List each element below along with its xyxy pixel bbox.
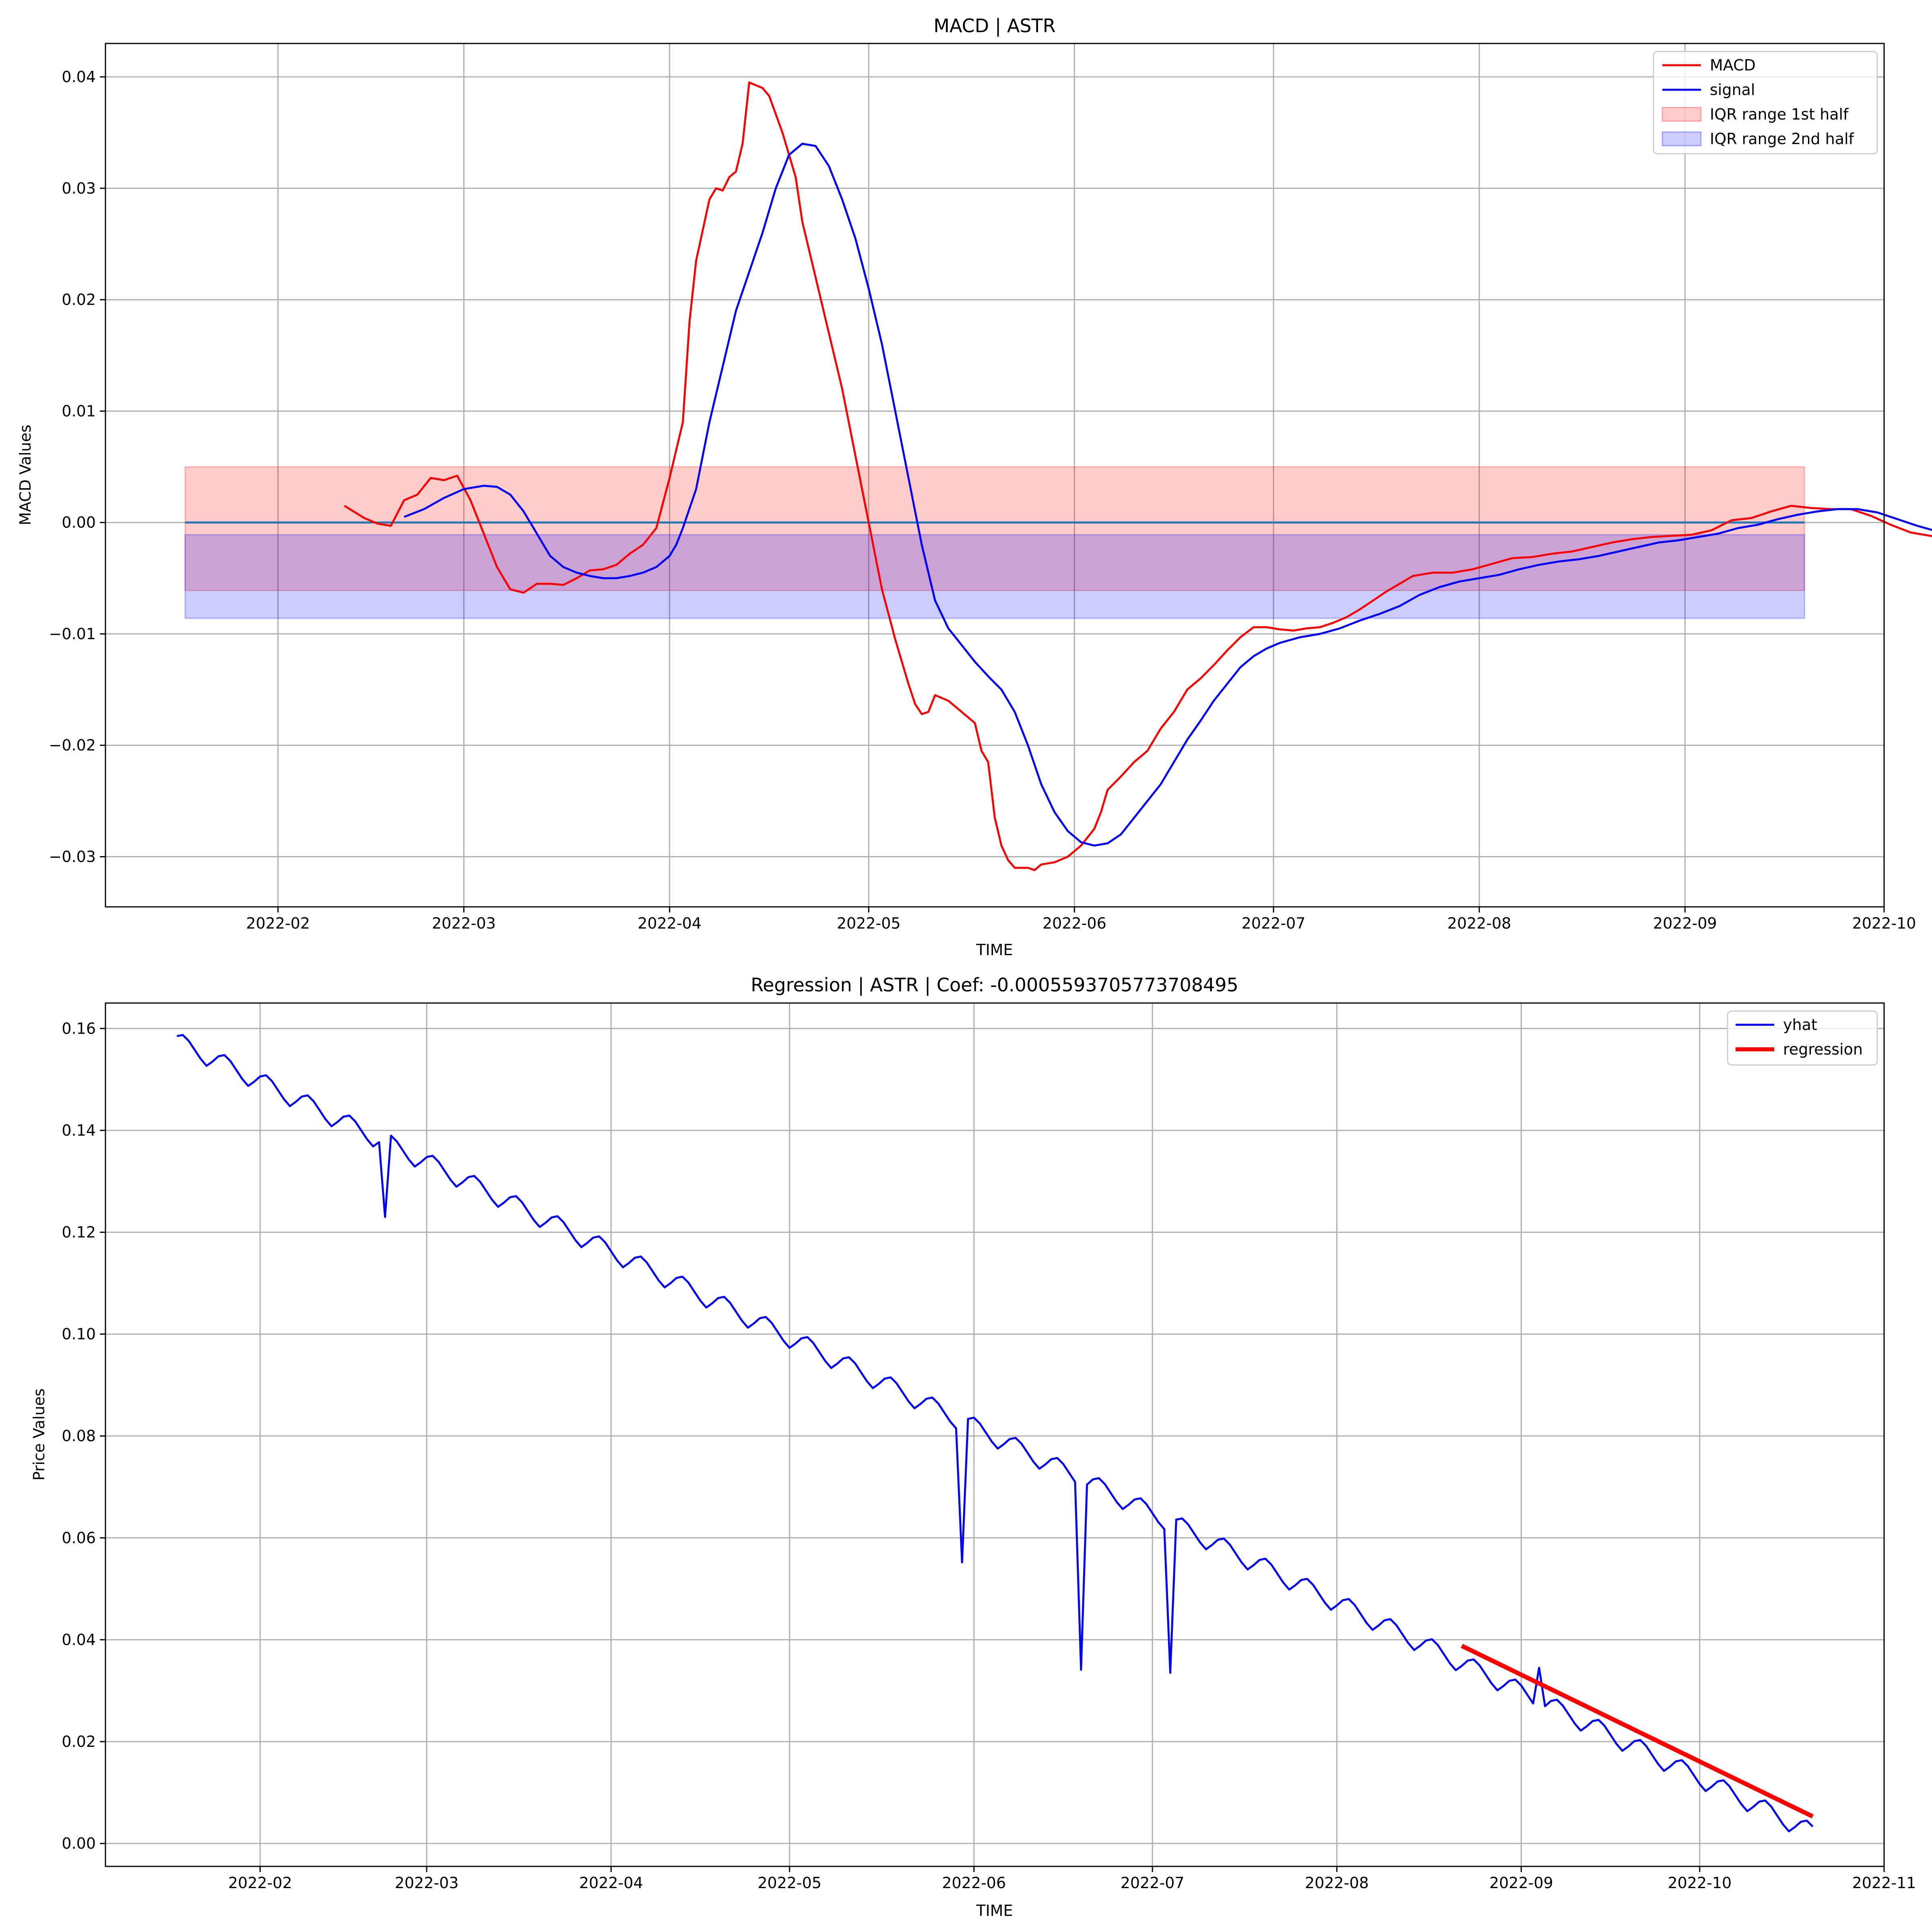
y-tick-label: −0.02 [49,737,96,754]
x-tick-label: 2022-06 [942,1874,1006,1892]
y-tick-label: 0.01 [62,402,96,420]
macd-y-axis-label: MACD Values [17,425,34,525]
x-tick-label: 2022-03 [395,1874,459,1892]
x-tick-label: 2022-07 [1242,914,1306,932]
regression-lines [176,1034,1814,1833]
x-tick-label: 2022-05 [837,914,901,932]
y-tick-label: 0.14 [62,1121,96,1139]
y-tick-label: 0.03 [62,180,96,197]
regression-x-ticks: 2022-02 2022-03 2022-04 2022-05 2022-06 2022-… [228,1866,1916,1892]
x-tick-label: 2022-11 [1852,1874,1916,1892]
legend-label-yhat: yhat [1783,1016,1817,1034]
x-tick-label: 2022-09 [1489,1874,1553,1892]
x-tick-label: 2022-05 [758,1874,822,1892]
macd-lines [185,81,1932,871]
y-tick-label: 0.04 [62,68,96,86]
regression-x-axis-label: TIME [976,1902,1013,1920]
macd-legend-box [1653,51,1878,155]
legend-label-macd: MACD [1710,56,1756,74]
iqr-band-2nd-half [184,534,1805,619]
x-tick-label: 2022-10 [1668,1874,1732,1892]
x-tick-label: 2022-03 [432,914,496,932]
regression-legend: yhat regression [1727,1010,1878,1066]
iqr-band-1st-half [184,466,1805,591]
legend-swatch-iqr-2nd-half [1662,131,1702,147]
y-tick-label: 0.02 [62,291,96,309]
regression-grid [105,1003,1885,1866]
regression-line [1461,1644,1814,1818]
y-tick-label: 0.04 [62,1631,96,1649]
x-tick-label: 2022-08 [1447,914,1511,932]
y-tick-label: 0.10 [62,1325,96,1343]
y-tick-label: −0.01 [49,625,96,643]
yhat-line [176,1034,1814,1833]
macd-iqr-bands [184,466,1805,619]
macd-chart: MACD | ASTR 2022-02 2022-03 2022-04 2022-05… [17,15,1932,959]
regression-chart: Regression | ASTR | Coef: -0.00055937057… [30,974,1916,1920]
macd-x-axis-label: TIME [976,941,1013,959]
legend-label-iqr-2nd-half: IQR range 2nd half [1710,130,1855,148]
y-tick-label: 0.00 [62,1835,96,1852]
regression-y-ticks: 0.00 0.02 0.04 0.06 0.08 0.10 0.12 0.14 0.16 [62,1020,105,1852]
x-tick-label: 2022-02 [228,1874,292,1892]
x-tick-label: 2022-09 [1653,914,1717,932]
signal-line [404,142,1932,847]
legend-label-regression: regression [1783,1040,1863,1058]
x-tick-label: 2022-08 [1305,1874,1369,1892]
x-tick-label: 2022-06 [1042,914,1106,932]
x-tick-label: 2022-07 [1121,1874,1185,1892]
y-tick-label: 0.08 [62,1427,96,1445]
x-tick-label: 2022-04 [638,914,702,932]
macd-x-ticks: 2022-02 2022-03 2022-04 2022-05 2022-06 2022-… [246,907,1916,932]
macd-chart-title: MACD | ASTR [933,15,1055,37]
legend-label-iqr-1st-half: IQR range 1st half [1710,105,1849,123]
macd-line [344,81,1932,871]
macd-axes-frame [105,43,1885,908]
regression-axes-frame [105,1002,1885,1867]
y-tick-label: 0.02 [62,1733,96,1750]
y-tick-label: 0.12 [62,1223,96,1241]
y-tick-label: 0.00 [62,514,96,531]
regression-y-axis-label: Price Values [30,1389,48,1481]
macd-legend: MACD signal IQR range 1st half IQR range… [1653,51,1878,155]
x-tick-label: 2022-02 [246,914,310,932]
macd-y-ticks: −0.03 −0.02 −0.01 0.00 0.01 0.02 0.03 0.04 [49,68,105,865]
y-tick-label: −0.03 [49,848,96,865]
legend-swatch-iqr-1st-half [1662,107,1702,122]
y-tick-label: 0.06 [62,1529,96,1547]
x-tick-label: 2022-04 [579,1874,643,1892]
y-tick-label: 0.16 [62,1020,96,1037]
legend-label-signal: signal [1710,81,1755,99]
regression-chart-title: Regression | ASTR | Coef: -0.00055937057… [751,974,1238,996]
x-tick-label: 2022-10 [1852,914,1916,932]
